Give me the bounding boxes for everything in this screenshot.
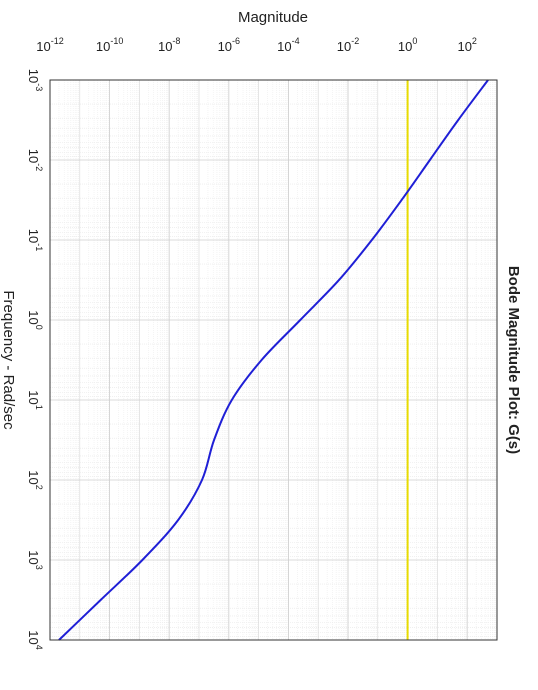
tick-exponent: 0 bbox=[34, 325, 44, 330]
tick-base: 10 bbox=[26, 630, 41, 644]
tick-exponent: -1 bbox=[34, 243, 44, 251]
x-tick-label: 101 bbox=[26, 390, 44, 409]
tick-exponent: -10 bbox=[110, 36, 123, 46]
grid bbox=[49, 79, 497, 641]
tick-exponent: 2 bbox=[472, 36, 477, 46]
marks bbox=[58, 79, 489, 641]
tick-base: 10 bbox=[457, 39, 471, 54]
tick-base: 10 bbox=[96, 39, 110, 54]
tick-base: 10 bbox=[36, 39, 50, 54]
line-series bbox=[58, 79, 489, 641]
tick-exponent: 3 bbox=[34, 565, 44, 570]
tick-base: 10 bbox=[26, 550, 41, 564]
x-tick-label: 10-2 bbox=[26, 149, 44, 171]
y-tick-label: 10-2 bbox=[337, 36, 359, 54]
x-tick-label: 104 bbox=[26, 630, 44, 649]
chart-title: Bode Magnitude Plot: G(s) bbox=[505, 266, 522, 454]
y-tick-label: 102 bbox=[457, 36, 476, 54]
x-tick-label: 102 bbox=[26, 470, 44, 489]
tick-exponent: -8 bbox=[172, 36, 180, 46]
tick-base: 10 bbox=[26, 69, 41, 83]
tick-base: 10 bbox=[277, 39, 291, 54]
tick-base: 10 bbox=[158, 39, 172, 54]
y-tick-label: 10-8 bbox=[158, 36, 180, 54]
y-axis-label: Magnitude bbox=[238, 9, 308, 26]
x-axis-label: Frequency - Rad/sec bbox=[0, 290, 17, 430]
plot-area bbox=[50, 80, 497, 640]
y-tick-label: 10-12 bbox=[36, 36, 63, 54]
rotated-plot: Bode Magnitude Plot: G(s) Frequency - Ra… bbox=[0, 9, 522, 650]
tick-exponent: 2 bbox=[34, 485, 44, 490]
x-tick-label: 10-1 bbox=[26, 229, 44, 251]
tick-exponent: 1 bbox=[34, 405, 44, 410]
tick-exponent: -6 bbox=[232, 36, 240, 46]
tick-base: 10 bbox=[26, 390, 41, 404]
tick-exponent: -3 bbox=[34, 83, 44, 91]
tick-exponent: 0 bbox=[412, 36, 417, 46]
tick-exponent: -2 bbox=[34, 163, 44, 171]
x-tick-label: 10-3 bbox=[26, 69, 44, 91]
plot-frame bbox=[49, 79, 498, 641]
x-tick-label: 103 bbox=[26, 550, 44, 569]
tick-base: 10 bbox=[218, 39, 232, 54]
tick-exponent: -2 bbox=[351, 36, 359, 46]
y-tick-label: 10-4 bbox=[277, 36, 299, 54]
tick-exponent: -4 bbox=[292, 36, 300, 46]
y-tick-label: 100 bbox=[398, 36, 417, 54]
tick-base: 10 bbox=[26, 149, 41, 163]
tick-base: 10 bbox=[26, 229, 41, 243]
tick-exponent: 4 bbox=[34, 645, 44, 650]
y-tick-label: 10-6 bbox=[218, 36, 240, 54]
tick-exponent: -12 bbox=[51, 36, 64, 46]
tick-base: 10 bbox=[337, 39, 351, 54]
tick-base: 10 bbox=[398, 39, 412, 54]
tick-base: 10 bbox=[26, 310, 41, 324]
y-tick-label: 10-10 bbox=[96, 36, 123, 54]
tick-base: 10 bbox=[26, 470, 41, 484]
x-tick-label: 100 bbox=[26, 310, 44, 329]
